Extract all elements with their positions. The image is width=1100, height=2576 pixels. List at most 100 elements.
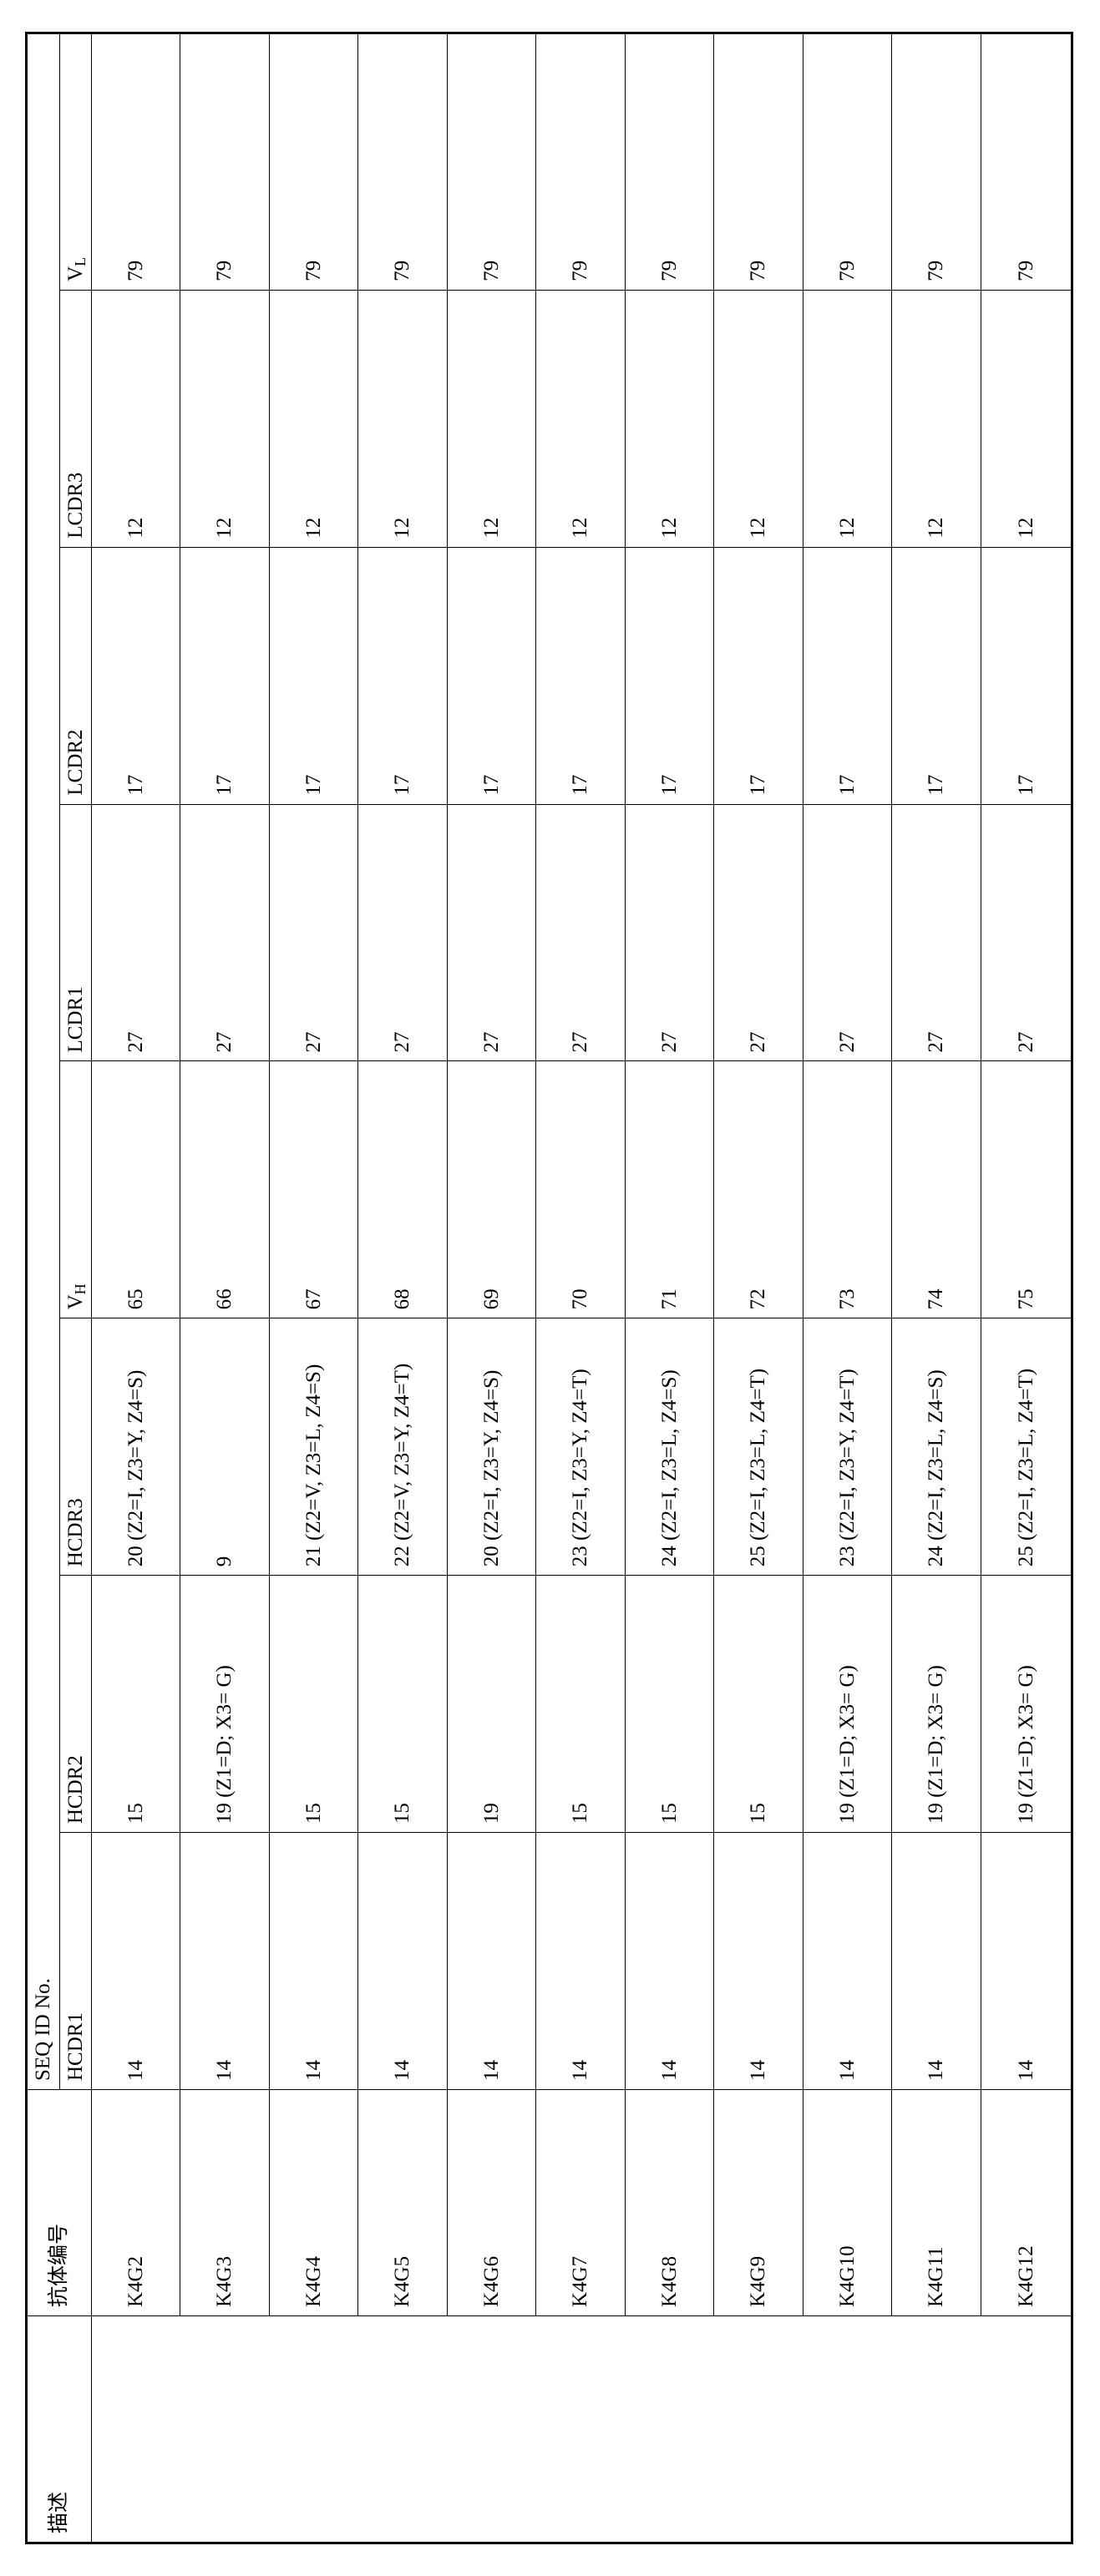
cell-vl: 79 — [180, 33, 269, 291]
cell-lcdr1: 27 — [358, 804, 447, 1061]
header-lcdr1: LCDR1 — [59, 804, 92, 1061]
cell-vl: 79 — [714, 33, 803, 291]
cell-hcdr2: 19 — [447, 1576, 535, 1833]
cell-hcdr3: 24 (Z2=I, Z3=L, Z4=S) — [892, 1318, 981, 1576]
cell-hcdr1: 14 — [625, 1833, 713, 2090]
cell-lcdr1: 27 — [269, 804, 357, 1061]
cell-lcdr1: 27 — [803, 804, 891, 1061]
cell-lcdr1: 27 — [447, 804, 535, 1061]
header-vl-main: V — [64, 266, 87, 281]
rotated-table-container: 描述 抗体编号 SEQ ID No. HCDR1 HCDR2 HCDR3 VH … — [0, 0, 1100, 2576]
cell-lcdr3: 12 — [625, 290, 713, 547]
cell-lcdr1: 27 — [180, 804, 269, 1061]
cell-hcdr2: 15 — [625, 1576, 713, 1833]
cell-hcdr1: 14 — [803, 1833, 891, 2090]
cell-hcdr3: 22 (Z2=V, Z3=Y, Z4=T) — [358, 1318, 447, 1576]
cell-hcdr3: 23 (Z2=I, Z3=Y, Z4=T) — [536, 1318, 625, 1576]
cell-lcdr2: 17 — [180, 547, 269, 804]
table-row: K4G101419 (Z1=D; X3= G)23 (Z2=I, Z3=Y, Z… — [803, 33, 891, 2543]
cell-lcdr2: 17 — [358, 547, 447, 804]
cell-lcdr1: 27 — [92, 804, 180, 1061]
cell-hcdr2: 15 — [536, 1576, 625, 1833]
cell-vh: 66 — [180, 1061, 269, 1318]
cell-vl: 79 — [92, 33, 180, 291]
cell-antibody-number: K4G9 — [714, 2090, 803, 2316]
cell-hcdr1: 14 — [92, 1833, 180, 2090]
header-vh-main: V — [64, 1294, 87, 1309]
cell-hcdr3: 23 (Z2=I, Z3=Y, Z4=T) — [803, 1318, 891, 1576]
table-body: K4G2141520 (Z2=I, Z3=Y, Z4=S)6527171279K… — [92, 33, 1072, 2543]
cell-lcdr3: 12 — [92, 290, 180, 547]
header-hcdr2: HCDR2 — [59, 1576, 92, 1833]
table-row: K4G31419 (Z1=D; X3= G)96627171279 — [180, 33, 269, 2543]
page-canvas: 描述 抗体编号 SEQ ID No. HCDR1 HCDR2 HCDR3 VH … — [0, 0, 1100, 2576]
cell-lcdr3: 12 — [269, 290, 357, 547]
cell-vh: 70 — [536, 1061, 625, 1318]
cell-antibody-number: K4G5 — [358, 2090, 447, 2316]
cell-lcdr2: 17 — [447, 547, 535, 804]
cell-hcdr1: 14 — [269, 1833, 357, 2090]
cell-vh: 75 — [981, 1061, 1072, 1318]
cell-vh: 71 — [625, 1061, 713, 1318]
cell-lcdr3: 12 — [358, 290, 447, 547]
table-row: K4G5141522 (Z2=V, Z3=Y, Z4=T)6827171279 — [358, 33, 447, 2543]
header-lcdr2: LCDR2 — [59, 547, 92, 804]
cell-hcdr3: 20 (Z2=I, Z3=Y, Z4=S) — [447, 1318, 535, 1576]
cell-antibody-number: K4G11 — [892, 2090, 981, 2316]
header-lcdr3: LCDR3 — [59, 290, 92, 547]
cell-antibody-number: K4G7 — [536, 2090, 625, 2316]
cell-vh: 67 — [269, 1061, 357, 1318]
header-hcdr3: HCDR3 — [59, 1318, 92, 1576]
cell-hcdr3: 9 — [180, 1318, 269, 1576]
cell-lcdr3: 12 — [180, 290, 269, 547]
cell-hcdr3: 25 (Z2=I, Z3=L, Z4=T) — [714, 1318, 803, 1576]
cell-lcdr1: 27 — [714, 804, 803, 1061]
cell-vh: 69 — [447, 1061, 535, 1318]
cell-lcdr3: 12 — [714, 290, 803, 547]
cell-vh: 65 — [92, 1061, 180, 1318]
cell-vh: 68 — [358, 1061, 447, 1318]
cell-lcdr2: 17 — [269, 547, 357, 804]
cell-lcdr2: 17 — [892, 547, 981, 804]
cell-hcdr2: 19 (Z1=D; X3= G) — [892, 1576, 981, 1833]
cell-vl: 79 — [536, 33, 625, 291]
cell-lcdr1: 27 — [625, 804, 713, 1061]
cell-vl: 79 — [269, 33, 357, 291]
cell-lcdr2: 17 — [625, 547, 713, 804]
table-row: K4G2141520 (Z2=I, Z3=Y, Z4=S)6527171279 — [92, 33, 180, 2543]
cell-description — [92, 2316, 1072, 2543]
table-row: K4G8141524 (Z2=I, Z3=L, Z4=S)7127171279 — [625, 33, 713, 2543]
cell-vl: 79 — [803, 33, 891, 291]
cell-lcdr2: 17 — [803, 547, 891, 804]
cell-vl: 79 — [358, 33, 447, 291]
cell-hcdr2: 19 (Z1=D; X3= G) — [180, 1576, 269, 1833]
cell-lcdr3: 12 — [892, 290, 981, 547]
header-hcdr1: HCDR1 — [59, 1833, 92, 2090]
table-header: 描述 抗体编号 SEQ ID No. HCDR1 HCDR2 HCDR3 VH … — [27, 33, 92, 2543]
cell-lcdr3: 12 — [447, 290, 535, 547]
cell-vl: 79 — [892, 33, 981, 291]
header-row-group: 描述 抗体编号 SEQ ID No. — [27, 33, 60, 2543]
table-row: K4G111419 (Z1=D; X3= G)24 (Z2=I, Z3=L, Z… — [892, 33, 981, 2543]
table-row: K4G7141523 (Z2=I, Z3=Y, Z4=T)7027171279 — [536, 33, 625, 2543]
cell-vl: 79 — [625, 33, 713, 291]
cell-lcdr2: 17 — [981, 547, 1072, 804]
cell-vh: 73 — [803, 1061, 891, 1318]
cell-hcdr3: 25 (Z2=I, Z3=L, Z4=T) — [981, 1318, 1072, 1576]
cell-lcdr2: 17 — [536, 547, 625, 804]
cell-hcdr3: 24 (Z2=I, Z3=L, Z4=S) — [625, 1318, 713, 1576]
cell-lcdr1: 27 — [536, 804, 625, 1061]
cell-antibody-number: K4G8 — [625, 2090, 713, 2316]
cell-antibody-number: K4G10 — [803, 2090, 891, 2316]
cell-vh: 74 — [892, 1061, 981, 1318]
sequence-id-table: 描述 抗体编号 SEQ ID No. HCDR1 HCDR2 HCDR3 VH … — [25, 32, 1073, 2544]
cell-antibody-number: K4G3 — [180, 2090, 269, 2316]
cell-antibody-number: K4G6 — [447, 2090, 535, 2316]
cell-lcdr3: 12 — [981, 290, 1072, 547]
header-vh: VH — [59, 1061, 92, 1318]
cell-hcdr3: 21 (Z2=V, Z3=L, Z4=S) — [269, 1318, 357, 1576]
cell-hcdr2: 15 — [269, 1576, 357, 1833]
cell-hcdr1: 14 — [981, 1833, 1072, 2090]
header-antibody-number: 抗体编号 — [27, 2090, 92, 2316]
header-vl-subscript: L — [72, 257, 89, 266]
